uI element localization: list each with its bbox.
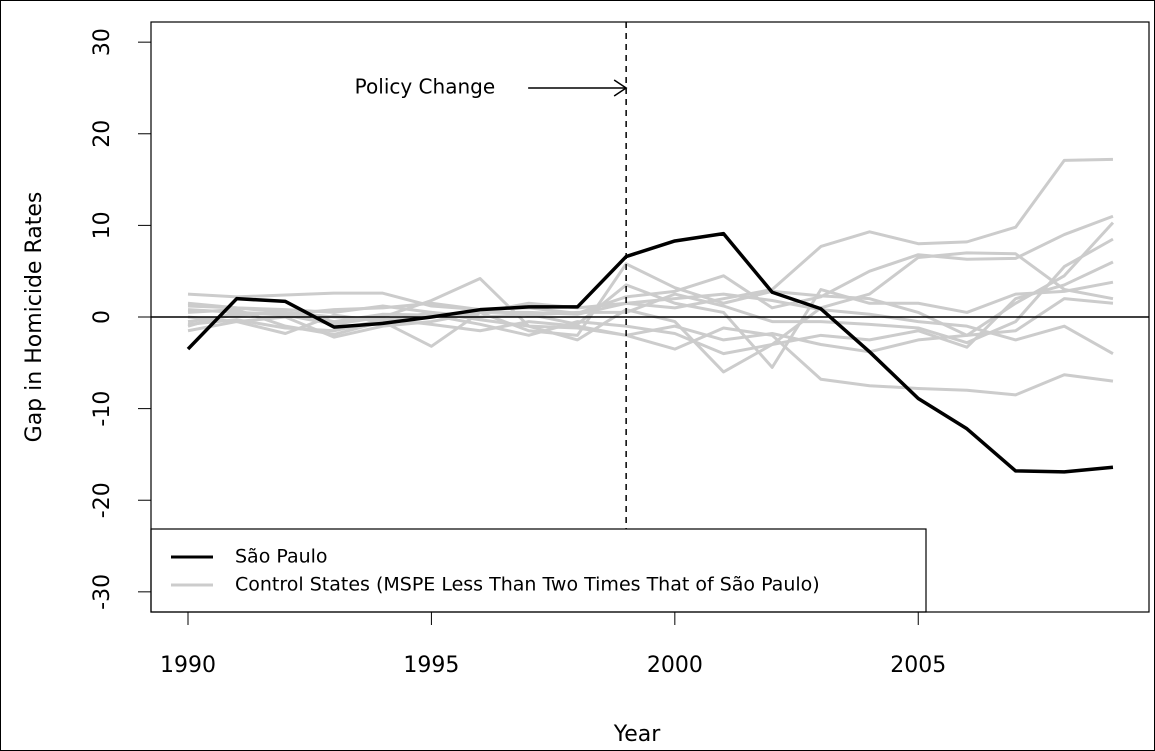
annotation-arrowhead [613, 79, 628, 97]
plot-box [150, 21, 1150, 613]
legend-label: São Paulo [235, 546, 328, 568]
control-line [187, 251, 1114, 374]
control-line [187, 221, 1115, 348]
legend-box [150, 528, 927, 613]
x-tick-label: 2005 [890, 653, 946, 678]
y-tick-label: -30 [90, 574, 115, 610]
control-line [187, 292, 1114, 355]
y-tick-label: 0 [90, 310, 115, 324]
x-tick-label: 1990 [160, 653, 216, 678]
x-tick-label: 1995 [403, 653, 459, 678]
annotation: Policy Change [355, 74, 495, 98]
y-axis-label: Gap in Homicide Rates [22, 192, 47, 443]
series-line [186, 231, 1114, 474]
y-tick-label: 10 [90, 211, 115, 239]
control-line [187, 214, 1114, 315]
control-line [187, 157, 1113, 324]
y-tick-label: 30 [90, 28, 115, 56]
control-line [187, 280, 1114, 369]
x-axis-label: Year [613, 722, 662, 747]
y-tick-label: 20 [90, 120, 115, 148]
y-tick-label: -10 [90, 391, 115, 427]
legend-label: Control States (MSPE Less Than Two Times… [235, 574, 820, 596]
x-tick-label: 2000 [647, 653, 703, 678]
y-tick-label: -20 [90, 482, 115, 518]
control-line [187, 237, 1114, 345]
